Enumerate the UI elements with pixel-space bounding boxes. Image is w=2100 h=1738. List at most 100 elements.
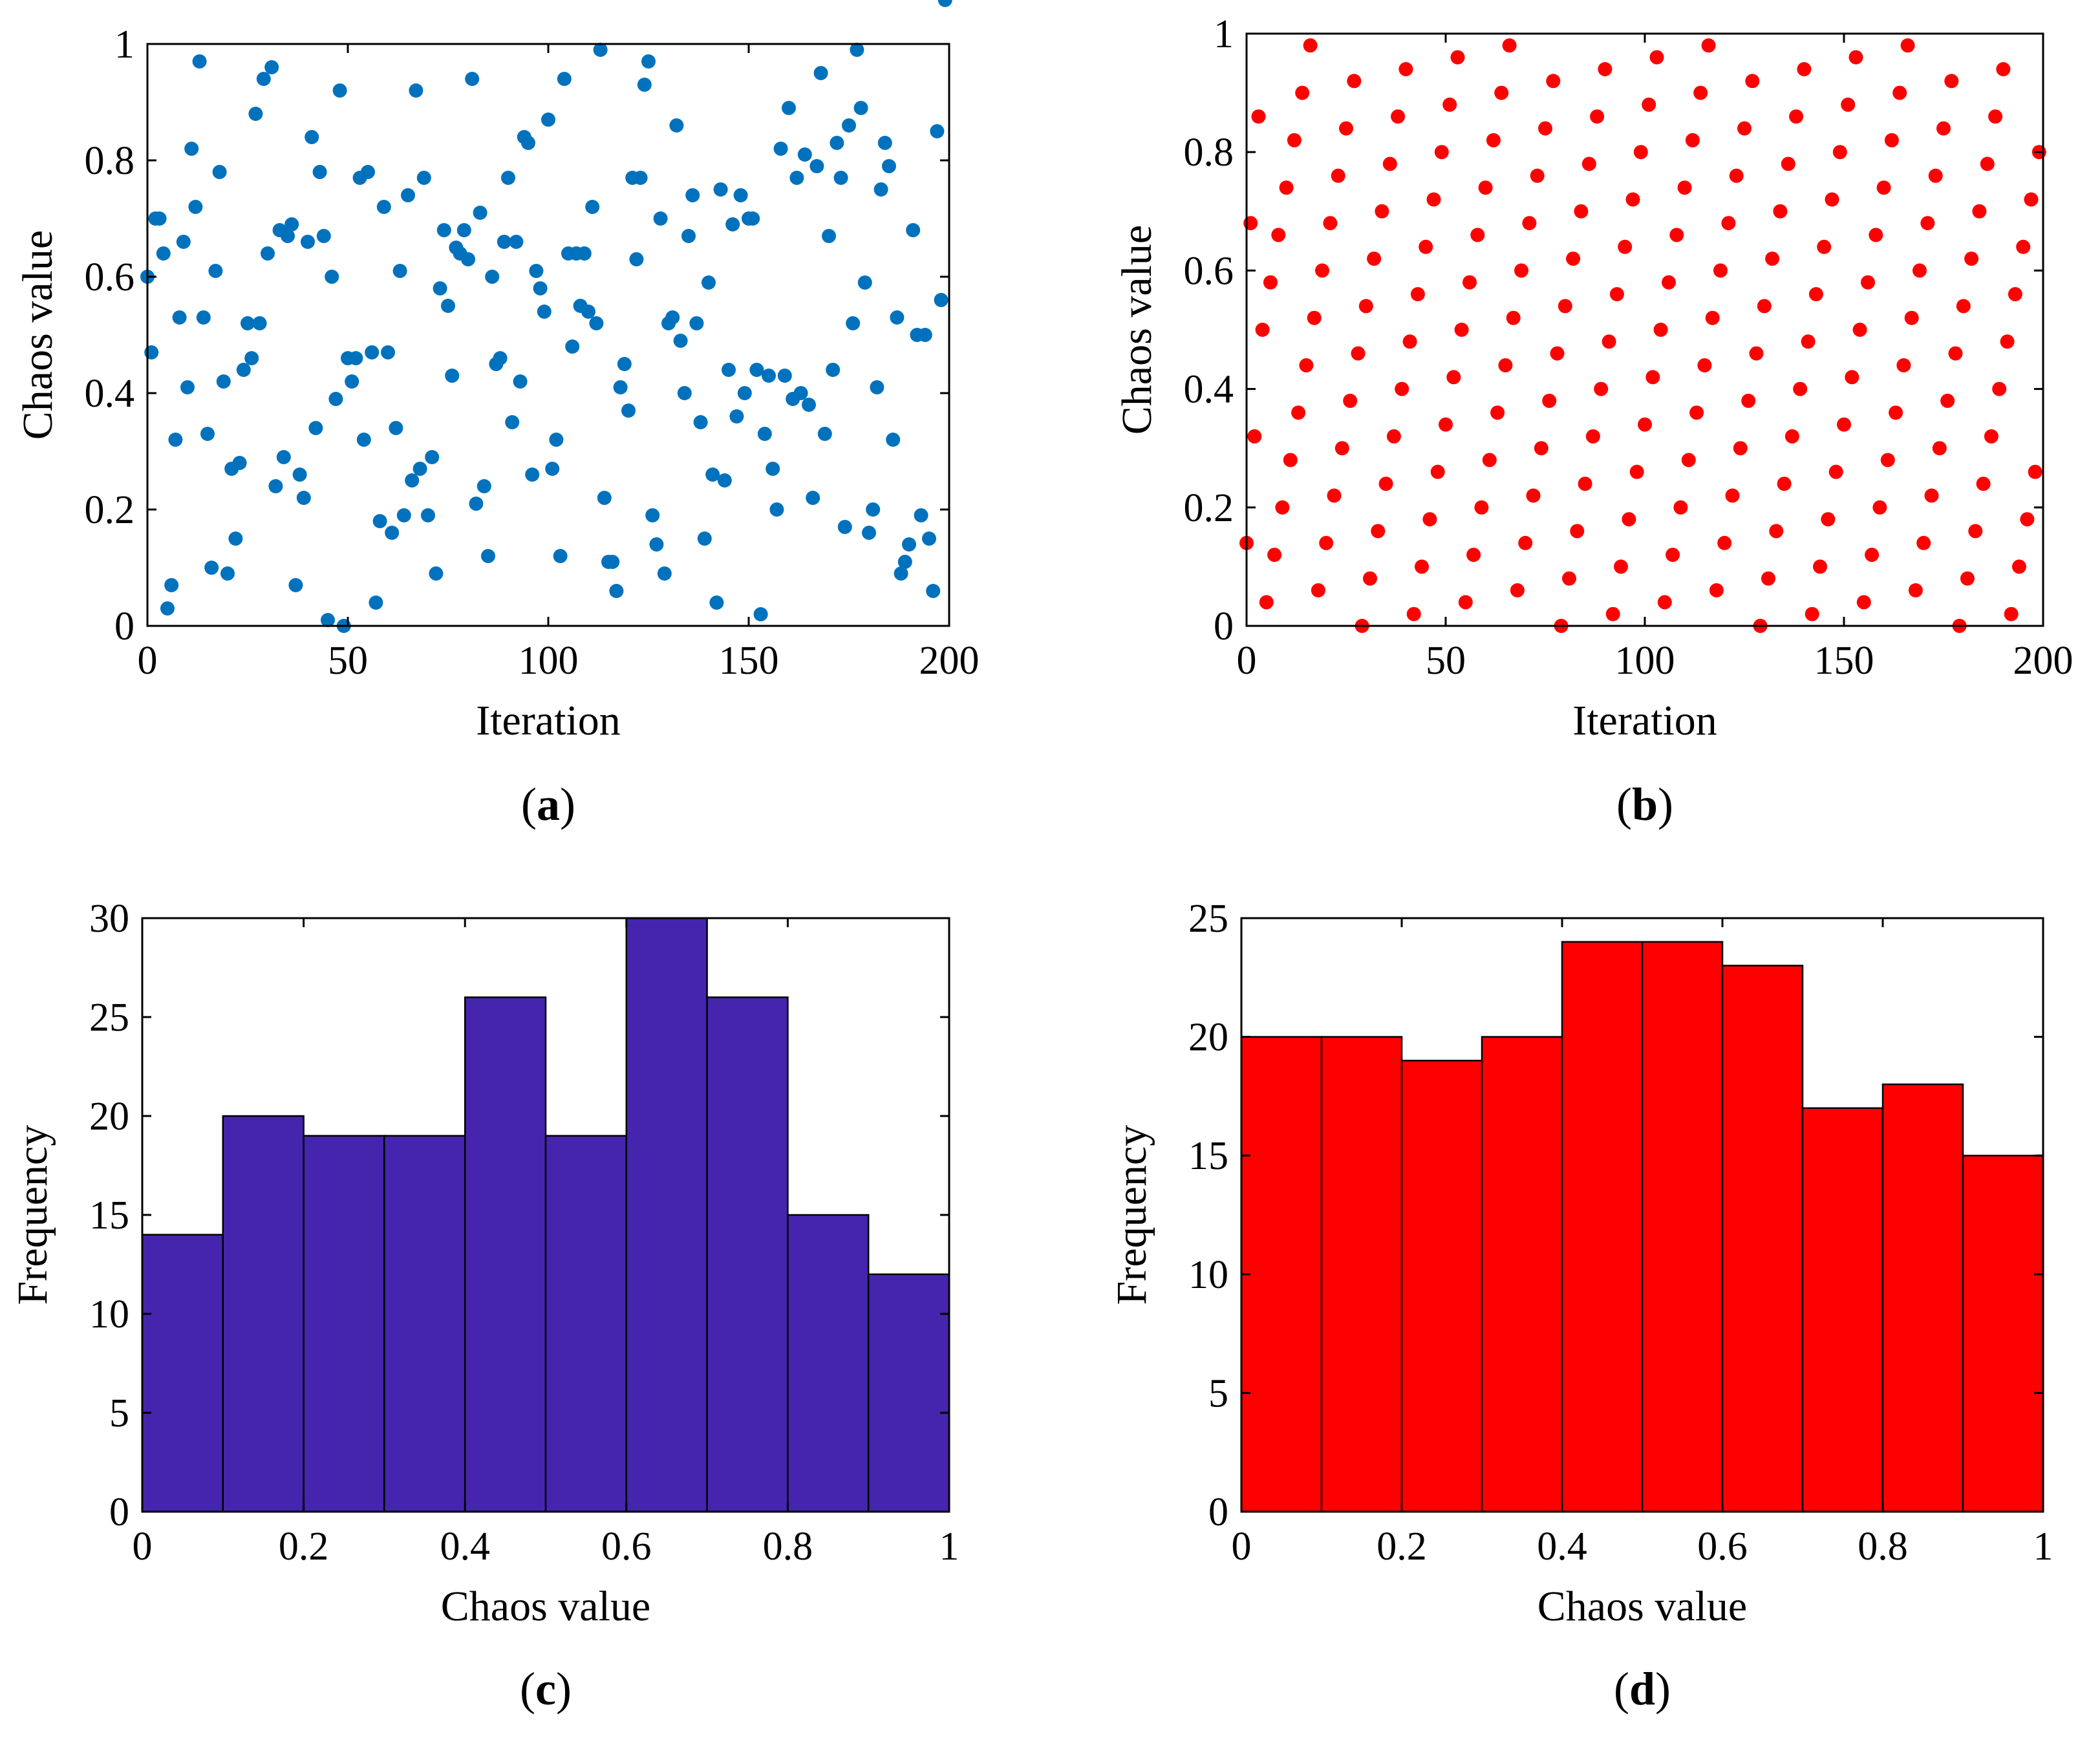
scatter-a-point	[412, 462, 427, 476]
y-tick-label: 1	[114, 23, 134, 67]
scatter-b-point	[1259, 595, 1274, 610]
scatter-a-point	[284, 217, 299, 231]
scatter-a-point	[693, 415, 708, 429]
scatter-b-point	[1681, 453, 1696, 467]
scatter-a-point	[585, 200, 600, 214]
histogram-c-bars	[141, 917, 950, 1513]
scatter-a-point	[441, 299, 455, 313]
scatter-b-point	[1845, 370, 1859, 385]
scatter-b-point	[1865, 548, 1880, 563]
scatter-a-point	[232, 456, 247, 470]
x-tick-label: 200	[2013, 639, 2073, 683]
scatter-b-point	[1510, 583, 1525, 597]
scatter-b-point	[1570, 524, 1585, 539]
x-tick-label: 150	[1814, 639, 1874, 683]
scatter-a-point	[817, 427, 832, 441]
scatter-b-point	[1594, 381, 1609, 396]
scatter-b-point	[1255, 323, 1270, 337]
scatter-a-point	[369, 595, 383, 610]
scatter-a-point	[473, 206, 488, 220]
scatter-b-point	[1988, 109, 2003, 124]
scatter-b-point	[1351, 346, 1366, 361]
scatter-a-point	[709, 595, 724, 610]
scatter-b-point	[1932, 441, 1947, 456]
y-tick-label: 0	[1208, 1490, 1228, 1534]
y-tick-label: 0.4	[1184, 368, 1234, 412]
histogram-d-ylabel: Frequency	[1108, 1125, 1155, 1305]
scatter-b-point	[1319, 535, 1334, 550]
scatter-a-point	[396, 508, 411, 522]
scatter-a-point	[557, 72, 572, 86]
scatter-a-point	[649, 537, 664, 552]
scatter-b-point	[1848, 50, 1863, 65]
scatter-a-point	[873, 182, 888, 197]
scatter-a-point	[421, 508, 435, 522]
scatter-b-point	[1271, 228, 1286, 242]
scatter-a-point	[160, 601, 175, 616]
y-tick-label: 0.6	[85, 255, 135, 299]
scatter-b-point	[1685, 133, 1700, 147]
scatter-a-point	[689, 316, 704, 330]
scatter-a-point	[577, 246, 592, 261]
scatter-a-point	[645, 508, 660, 522]
scatter-b-point	[1247, 429, 1262, 444]
scatter-b-point	[1406, 606, 1421, 621]
scatter-a-point	[653, 211, 668, 226]
scatter-a-point	[497, 235, 511, 249]
scatter-b-point	[1311, 583, 1325, 597]
scatter-b-point	[1936, 121, 1951, 136]
scatter-a-point	[617, 357, 632, 371]
scatter-b-point	[1669, 228, 1684, 242]
scatter-b-point	[1972, 204, 1987, 219]
scatter-b-point	[1832, 145, 1847, 160]
scatter-b-point	[1474, 500, 1489, 515]
caption-c-letter: c	[535, 1663, 556, 1715]
scatter-a-point	[793, 386, 808, 400]
caption-a-close: )	[560, 778, 575, 830]
scatter-a-point	[401, 188, 415, 202]
scatter-b-point	[1622, 512, 1636, 527]
scatter-b-point	[1502, 38, 1517, 53]
scatter-a-point	[296, 491, 311, 505]
scatter-b-axes-box	[1245, 32, 2044, 627]
histogram-d-bar	[1481, 1036, 1563, 1513]
x-tick-label: 0	[1237, 639, 1257, 683]
histogram-d-bar	[1641, 941, 1724, 1513]
scatter-a-point	[288, 578, 303, 592]
y-tick-label: 25	[1188, 897, 1228, 941]
scatter-a-ylabel: Chaos value	[14, 230, 61, 440]
scatter-b-point	[1251, 109, 1266, 124]
scatter-b-point	[1737, 121, 1752, 136]
histogram-d-bar	[1881, 1083, 1964, 1513]
scatter-b-point	[1856, 595, 1871, 610]
scatter-a-point	[529, 264, 544, 278]
scatter-a-point	[268, 479, 283, 493]
caption-b-open: (	[1616, 778, 1632, 830]
y-tick-label: 5	[109, 1391, 129, 1435]
scatter-a-point	[917, 328, 932, 342]
scatter-a-point	[745, 211, 760, 226]
scatter-a-point	[722, 363, 736, 377]
scatter-b-point	[1391, 109, 1406, 124]
scatter-b-point	[1339, 121, 1353, 136]
histogram-c-xlabel: Chaos value	[441, 1583, 650, 1630]
scatter-a-point	[641, 54, 656, 69]
scatter-a-point	[673, 334, 688, 348]
scatter-a-point	[669, 118, 684, 133]
y-tick-label: 30	[89, 897, 129, 941]
scatter-a-point	[613, 380, 628, 394]
scatter-b-point	[1817, 239, 1832, 254]
scatter-a-point	[156, 246, 171, 261]
histogram-d-bar	[1240, 1036, 1323, 1513]
scatter-a-point	[877, 136, 892, 150]
scatter-a-point	[436, 223, 451, 237]
scatter-a-point	[196, 310, 211, 325]
scatter-b-xlabel: Iteration	[1572, 697, 1717, 744]
caption-c-open: (	[520, 1663, 535, 1715]
histogram-c-bar	[867, 1273, 950, 1513]
scatter-b-point	[1697, 358, 1712, 372]
x-tick-label: 0	[1232, 1525, 1252, 1569]
scatter-a-point	[762, 369, 776, 383]
scatter-b-point	[1653, 323, 1668, 337]
scatter-b-point	[1940, 393, 1955, 408]
